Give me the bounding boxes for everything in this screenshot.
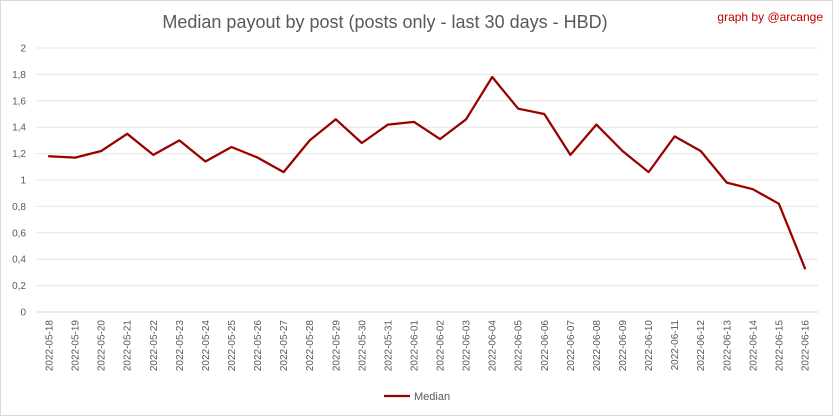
gridlines — [36, 47, 818, 313]
x-tick-label: 2022-06-07 — [566, 320, 577, 372]
x-tick-label: 2022-06-14 — [748, 320, 759, 372]
y-tick-label: 1,6 — [12, 96, 26, 107]
y-tick-label: 1,8 — [12, 70, 26, 81]
y-axis: 0 0,2 0,4 0,6 0,8 1 1,2 1,4 1,6 1,8 2 — [12, 44, 26, 319]
x-tick-label: 2022-05-27 — [279, 320, 290, 372]
y-tick-label: 2 — [20, 44, 26, 55]
x-tick-label: 2022-05-18 — [45, 320, 56, 372]
x-tick-label: 2022-06-15 — [774, 320, 785, 372]
x-tick-label: 2022-06-10 — [644, 320, 655, 372]
x-tick-label: 2022-05-20 — [97, 320, 108, 372]
y-tick-label: 0,6 — [12, 228, 26, 239]
x-tick-label: 2022-05-30 — [357, 320, 368, 372]
y-tick-label: 0,8 — [12, 202, 26, 213]
x-tick-label: 2022-06-16 — [800, 320, 811, 372]
x-tick-label: 2022-05-28 — [305, 320, 316, 372]
x-tick-label: 2022-06-06 — [540, 320, 551, 372]
y-tick-label: 1,4 — [12, 123, 26, 134]
y-tick-label: 0,4 — [12, 255, 26, 266]
x-tick-label: 2022-05-23 — [175, 320, 186, 372]
x-tick-label: 2022-05-21 — [123, 320, 134, 372]
x-tick-label: 2022-05-31 — [383, 320, 394, 372]
legend-label-median: Median — [414, 391, 450, 403]
x-tick-label: 2022-06-02 — [436, 320, 447, 372]
x-tick-label: 2022-06-05 — [514, 320, 525, 372]
x-tick-label: 2022-06-09 — [618, 320, 629, 372]
y-tick-label: 0 — [20, 308, 26, 319]
x-tick-label: 2022-05-25 — [227, 320, 238, 372]
x-tick-label: 2022-06-11 — [670, 320, 681, 371]
x-tick-label: 2022-05-22 — [149, 320, 160, 372]
chart-title: Median payout by post (posts only - last… — [162, 12, 608, 32]
x-tick-label: 2022-05-26 — [253, 320, 264, 372]
x-tick-label: 2022-05-24 — [201, 320, 212, 372]
x-tick-label: 2022-06-03 — [462, 320, 473, 372]
y-tick-label: 0,2 — [12, 281, 26, 292]
series-layer — [47, 75, 807, 270]
x-tick-label: 2022-06-08 — [592, 320, 603, 372]
chart-credit: graph by @arcange — [717, 10, 823, 24]
series-line-median — [47, 75, 807, 270]
x-tick-label: 2022-06-04 — [488, 320, 499, 372]
x-tick-label: 2022-06-12 — [696, 320, 707, 372]
y-tick-label: 1,2 — [12, 149, 26, 160]
x-tick-label: 2022-06-13 — [722, 320, 733, 372]
x-axis: 2022-05-18 2022-05-19 2022-05-20 2022-05-21… — [45, 320, 812, 372]
x-tick-label: 2022-05-29 — [331, 320, 342, 372]
y-tick-label: 1 — [20, 176, 26, 187]
x-tick-label: 2022-06-01 — [409, 320, 420, 372]
x-tick-label: 2022-05-19 — [71, 320, 82, 372]
legend: Median — [384, 391, 450, 403]
